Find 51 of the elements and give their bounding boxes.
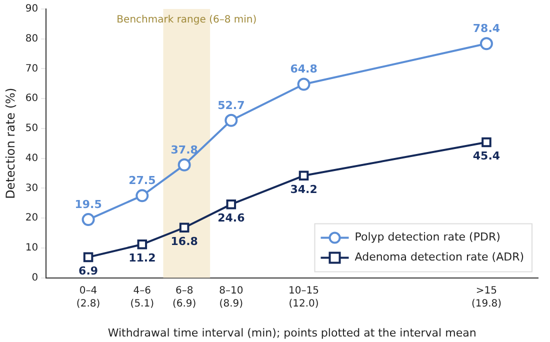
point <box>297 78 310 91</box>
y-tick-label: 30 <box>25 182 38 194</box>
data-label: 45.4 <box>472 150 500 163</box>
data-label: 78.4 <box>472 22 500 36</box>
y-tick-label: 20 <box>25 212 38 224</box>
y-tick-label: 70 <box>25 63 38 74</box>
data-label: 52.7 <box>218 98 245 112</box>
text: 4–6 <box>133 285 152 296</box>
y-tick-label: 10 <box>25 242 38 254</box>
y-tick-label: 40 <box>25 152 38 164</box>
y-axis-title: Detection rate (%) <box>3 88 18 199</box>
band-label: Benchmark range (6–8 min) <box>116 14 257 26</box>
data-label: 11.2 <box>128 252 156 265</box>
data-label: 24.6 <box>218 212 246 225</box>
x-tick-label: (2.8) <box>76 298 100 310</box>
point <box>136 189 149 202</box>
data-label: 27.5 <box>128 174 156 188</box>
point <box>83 252 94 262</box>
x-tick-label: (12.0) <box>288 298 319 310</box>
point <box>480 37 493 50</box>
x-tick-label: (8.9) <box>219 298 244 310</box>
point <box>224 114 238 127</box>
data-label: 19.5 <box>74 198 102 211</box>
text: >15 <box>476 285 498 296</box>
x-tick-label: (6.9) <box>172 298 196 310</box>
legend-label: Polyp detection rate (PDR) <box>354 230 500 244</box>
text: 8–10 <box>219 285 244 296</box>
y-tick-label: 0 <box>32 272 38 284</box>
text: 10–15 <box>288 285 319 296</box>
x-axis-title: Withdrawal time interval (min); points plotted at the interval mean <box>108 326 476 340</box>
data-label: 6.9 <box>78 264 98 278</box>
data-label: 34.2 <box>290 183 318 196</box>
y-tick-label: 60 <box>25 93 38 104</box>
point <box>482 137 492 148</box>
point <box>298 170 309 181</box>
data-label: 64.8 <box>290 62 318 76</box>
text: 6–8 <box>175 285 194 296</box>
x-tick-label: (5.1) <box>130 298 154 310</box>
text: 0–4 <box>79 285 98 296</box>
point <box>178 158 191 172</box>
legend-label: Adenoma detection rate (ADR) <box>354 250 524 264</box>
y-tick-label: 50 <box>25 123 38 134</box>
point <box>137 239 148 250</box>
data-label: 16.8 <box>170 234 198 248</box>
y-tick-label: 90 <box>25 4 38 15</box>
y-tick-label: 80 <box>25 33 38 44</box>
point <box>179 222 190 233</box>
x-tick-label: (19.8) <box>471 298 502 310</box>
point <box>226 199 236 210</box>
point <box>82 213 95 226</box>
data-label: 37.8 <box>170 143 198 156</box>
